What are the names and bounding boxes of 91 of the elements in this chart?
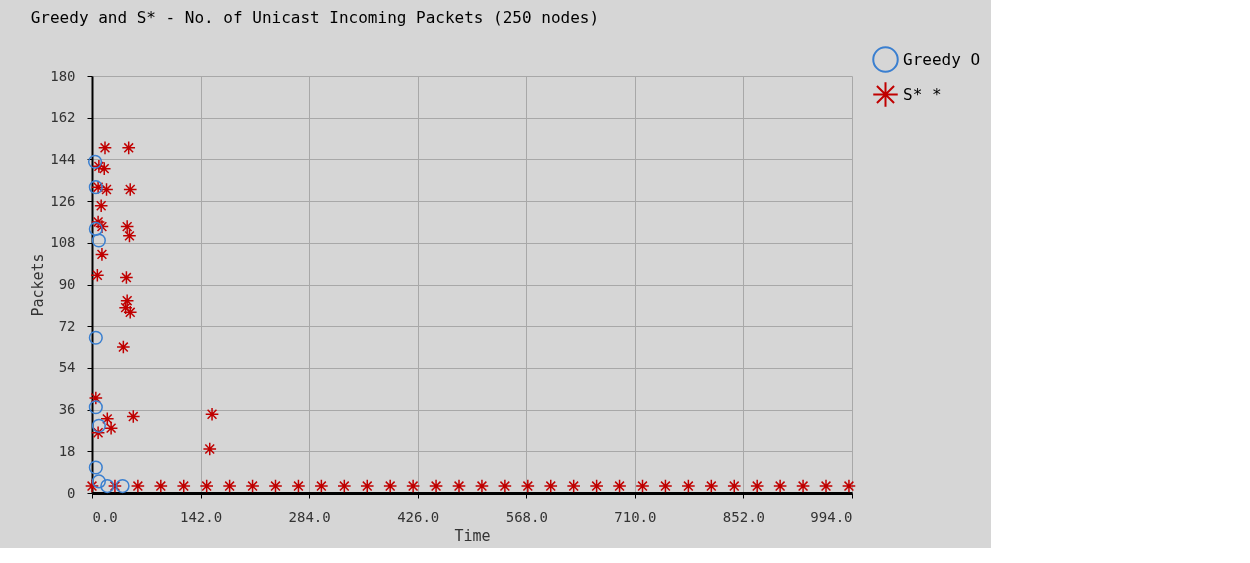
y-tick-label: 180: [50, 67, 76, 84]
point: [681, 478, 696, 494]
point: [176, 478, 191, 494]
x-tick-label: 710.0: [614, 508, 657, 525]
point: [795, 478, 811, 494]
point: [727, 478, 742, 494]
point: [107, 478, 123, 494]
point: [84, 478, 100, 494]
y-tick-label: 90: [58, 276, 76, 292]
y-tick-label: 54: [58, 359, 76, 376]
y-tick-label: 72: [58, 317, 76, 334]
point: [635, 478, 650, 494]
x-tick-label: 0.0: [92, 508, 118, 525]
point: [126, 409, 141, 424]
point: [90, 268, 105, 283]
point: [119, 270, 134, 285]
point: [658, 478, 673, 494]
x-tick-label: 284.0: [288, 508, 331, 525]
point: [130, 478, 145, 494]
point: [91, 159, 106, 174]
point: [566, 478, 581, 494]
point: [750, 478, 765, 494]
point: [88, 221, 103, 236]
point: [100, 478, 115, 494]
point: [818, 478, 834, 494]
point: [612, 478, 627, 494]
y-tick-label: 144: [50, 150, 76, 167]
chart-title: Greedy and S* - No. of Unicast Incoming Packets (250 nodes): [30, 8, 600, 27]
point: [204, 407, 220, 422]
y-axis-title: Packets: [29, 253, 48, 317]
point: [291, 478, 306, 494]
point: [97, 140, 113, 155]
point: [87, 154, 103, 169]
point: [360, 478, 375, 494]
point: [428, 478, 444, 494]
x-tick-label: 426.0: [397, 508, 440, 525]
point: [88, 400, 103, 415]
point: [704, 478, 719, 494]
legend-label: Greedy O: [903, 49, 981, 69]
point: [94, 247, 110, 262]
point: [841, 478, 857, 494]
point: [122, 228, 137, 243]
point: [88, 460, 103, 475]
point: [589, 478, 604, 494]
point: [337, 478, 352, 494]
point: [88, 390, 103, 406]
point: [406, 478, 421, 494]
point: [91, 418, 106, 433]
point: [116, 339, 131, 355]
y-tick-label: 108: [50, 234, 76, 251]
x-tick-label: 568.0: [505, 508, 548, 525]
x-tick-label: 142.0: [179, 508, 223, 525]
point: [245, 478, 260, 494]
point: [268, 478, 283, 494]
point: [451, 478, 467, 494]
point: [91, 233, 106, 248]
point: [121, 140, 136, 155]
point: [520, 478, 535, 494]
y-tick-label: 36: [58, 401, 76, 418]
point: [118, 300, 133, 315]
x-tick-label: 852.0: [722, 508, 766, 525]
point: [91, 474, 106, 489]
point: [497, 478, 512, 494]
point: [123, 182, 138, 197]
point: [120, 293, 135, 308]
legend-label: S* *: [903, 84, 942, 104]
point: [474, 478, 490, 494]
y-tick-label: 18: [58, 442, 76, 459]
x-tick-label: 994.0: [810, 508, 853, 525]
point: [97, 161, 112, 176]
point: [100, 411, 115, 426]
point: [99, 182, 114, 197]
point: [115, 478, 130, 494]
point: [153, 478, 168, 494]
point: [91, 214, 106, 230]
y-tick-label: 126: [50, 192, 76, 209]
point: [88, 330, 103, 345]
point: [202, 441, 217, 457]
point: [94, 219, 110, 234]
y-tick-label: 0: [67, 484, 76, 501]
point: [383, 478, 398, 494]
point: [314, 478, 329, 494]
x-axis-title: Time: [454, 526, 491, 545]
y-tick-label: 162: [50, 109, 76, 126]
point: [543, 478, 558, 494]
point: [222, 478, 237, 494]
point: [123, 305, 138, 320]
point: [94, 198, 109, 213]
point: [773, 478, 788, 494]
point: [120, 219, 135, 234]
point: [199, 478, 214, 494]
